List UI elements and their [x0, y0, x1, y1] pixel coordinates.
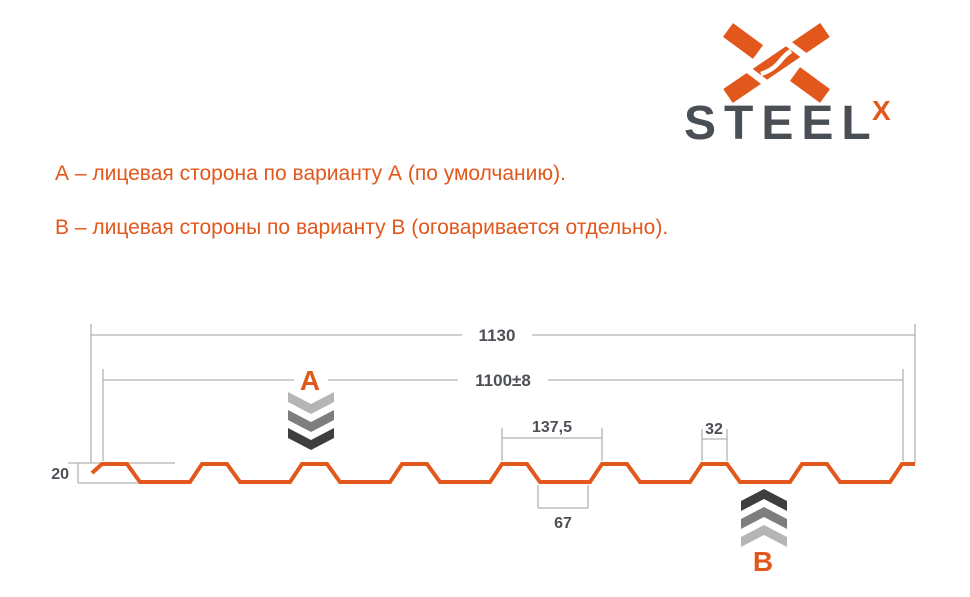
dim-rib-top-width [701, 429, 728, 461]
logo-s-notch [760, 49, 793, 77]
dim-label-overall-width: 1130 [479, 326, 516, 345]
logo-arm-bottom-right [789, 67, 831, 103]
label-side-b: B [753, 546, 773, 577]
logo-gap-lower [744, 66, 770, 87]
dim-working-width [102, 369, 904, 461]
chevron-a-dark [288, 428, 334, 450]
dim-label-working-width: 1100±8 [475, 371, 531, 390]
steelx-logo-icon [722, 22, 831, 104]
chevrons-side-b [741, 489, 787, 547]
note-variant-a: А – лицевая сторона по варианту А (по ум… [55, 162, 566, 185]
dim-label-rib-top-width: 32 [705, 421, 723, 438]
dim-label-rib-pitch: 137,5 [532, 419, 572, 436]
dim-valley-width [537, 485, 589, 509]
chevron-b-medium [741, 507, 787, 529]
profile-outline [90, 462, 915, 484]
chevron-a-medium [288, 410, 334, 432]
note-variant-b: В – лицевая стороны по варианту В (огова… [55, 216, 669, 239]
dim-rib-pitch [501, 428, 603, 461]
label-side-a: A [300, 365, 320, 396]
dim-label-valley-width: 67 [554, 515, 572, 532]
chevron-b-dark [741, 489, 787, 511]
chevrons-side-a [288, 392, 334, 450]
logo-superscript-x: X [872, 95, 891, 126]
dim-overall-width [90, 324, 916, 463]
logo-gap-upper [783, 39, 809, 60]
logo-wordmark: STEEL [684, 97, 879, 150]
chevron-b-light [741, 525, 787, 547]
logo-arm-top-left [722, 23, 764, 59]
dim-label-profile-height: 20 [51, 466, 69, 483]
chevron-a-light [288, 392, 334, 414]
